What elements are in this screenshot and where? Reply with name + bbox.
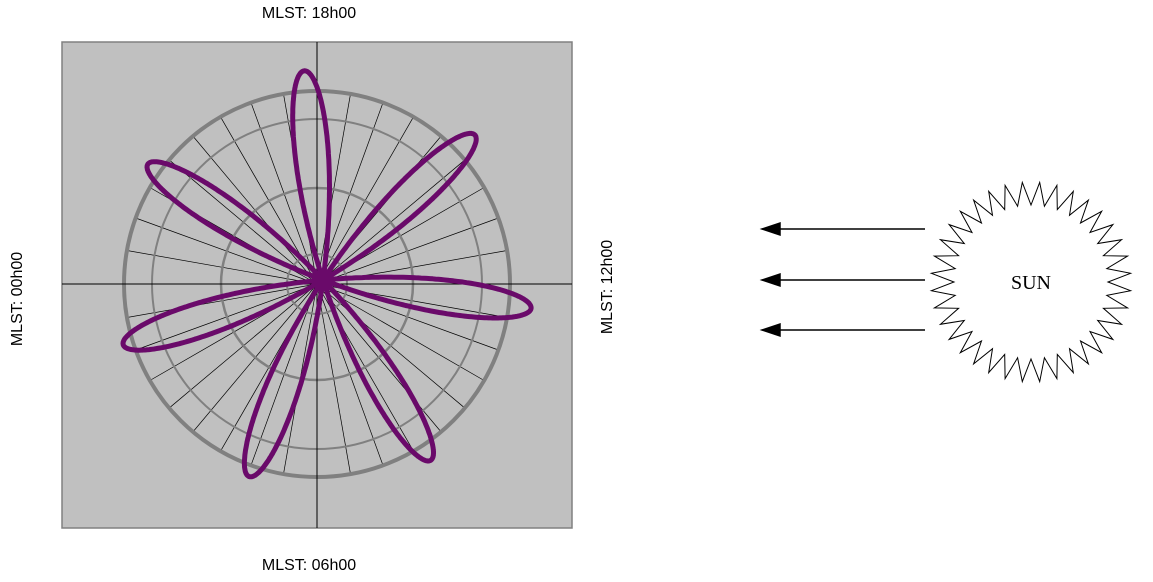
page: {"labels": {"top": "MLST: 18h00", "botto… <box>0 0 1153 582</box>
arrow-head <box>762 223 780 235</box>
top-label: MLST: 18h00 <box>262 5 356 22</box>
left-label: MLST: 00h00 <box>9 252 26 346</box>
diagram: MLST: 18h00 MLST: 06h00 MLST: 00h00 MLST… <box>0 0 1153 582</box>
sun-label: SUN <box>1011 272 1051 294</box>
arrow-head <box>762 324 780 336</box>
sun-rays <box>762 223 925 336</box>
arrow-head <box>762 274 780 286</box>
right-label: MLST: 12h00 <box>599 240 616 334</box>
bottom-label: MLST: 06h00 <box>262 557 356 574</box>
